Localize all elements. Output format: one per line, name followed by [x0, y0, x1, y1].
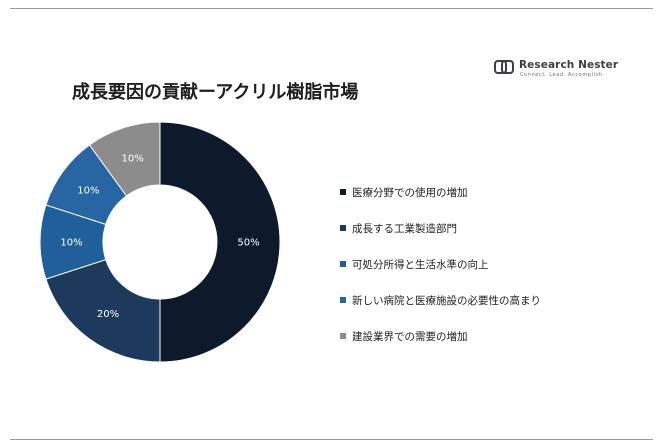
slice-value-label-5: 10% — [122, 153, 144, 164]
chart-legend: 医療分野での使用の増加 成長する工業製造部門可処分所得と生活水準の向上新しい病院と… — [340, 185, 541, 365]
donut-chart: 50% 20% 10% 10% 10% — [39, 121, 281, 363]
legend-swatch — [340, 225, 346, 231]
slice-value-label-3: 10% — [60, 238, 82, 249]
chart-title: 成長要因の貢献ーアクリル樹脂市場 — [72, 82, 359, 103]
legend-swatch — [340, 261, 346, 267]
top-divider — [10, 8, 653, 9]
slice-value-label-4: 10% — [77, 185, 99, 196]
legend-item: 成長する工業製造部門 — [340, 221, 541, 235]
legend-item: 建設業界での需要の増加 — [340, 329, 541, 343]
legend-swatch — [340, 297, 346, 303]
legend-label: 可処分所得と生活水準の向上 — [352, 258, 489, 271]
slice-value-label-1: 50% — [237, 238, 259, 249]
donut-slice-1 — [159, 121, 281, 363]
legend-swatch — [340, 189, 346, 195]
logo-name: Research Nester — [519, 59, 619, 71]
donut-slice-5 — [88, 121, 161, 197]
legend-label: 成長する工業製造部門 — [352, 222, 457, 235]
legend-label: 新しい病院と医療施設の必要性の高まり — [352, 294, 541, 307]
legend-item: 新しい病院と医療施設の必要性の高まり — [340, 293, 541, 307]
bottom-divider — [10, 439, 653, 440]
legend-label: 建設業界での需要の増加 — [352, 330, 468, 343]
slice-value-label-2: 20% — [97, 309, 119, 320]
legend-item: 医療分野での使用の増加 — [340, 185, 541, 199]
logo-mark-icon — [494, 60, 514, 74]
legend-label: 医療分野での使用の増加 — [352, 186, 468, 199]
legend-swatch — [340, 333, 346, 339]
legend-item: 可処分所得と生活水準の向上 — [340, 257, 541, 271]
research-nester-logo: Research Nester Connect. Lead. Accomplis… — [494, 58, 618, 82]
donut-slice-2 — [45, 258, 161, 363]
logo-tagline: Connect. Lead. Accomplish — [520, 72, 603, 78]
